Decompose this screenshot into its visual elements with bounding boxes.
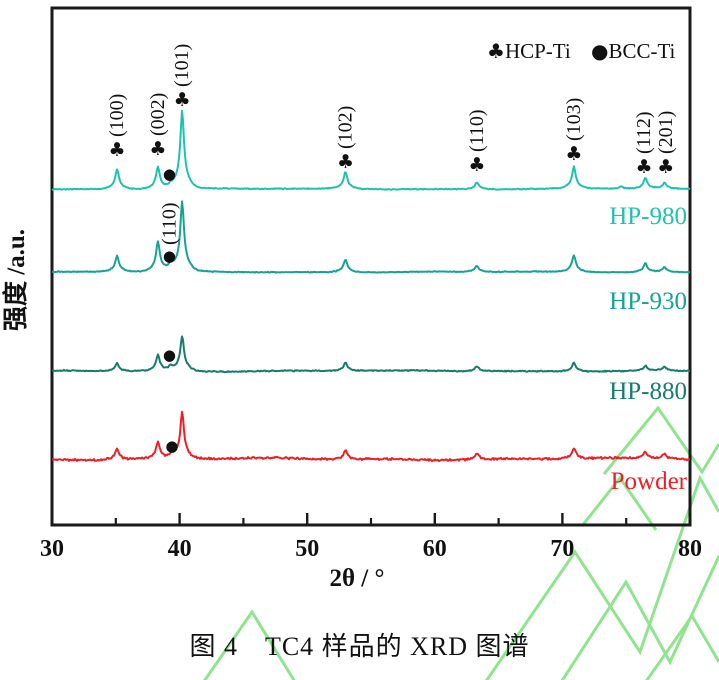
x-axis-tick-label: 80 xyxy=(678,536,702,562)
watermark-line xyxy=(580,475,658,531)
peak-label-101: (101) xyxy=(171,44,193,87)
x-axis-tick-label: 70 xyxy=(550,536,574,562)
peak-label-112: (112) xyxy=(633,111,655,154)
hcp-club-icon: ♣ xyxy=(109,139,126,161)
series-label-hp-930: HP-930 xyxy=(609,288,687,315)
xrd-curve-powder xyxy=(51,410,691,463)
bullet-icon: ● xyxy=(591,39,608,63)
hcp-club-icon: ♣ xyxy=(468,154,485,176)
series-label-hp-880: HP-880 xyxy=(609,378,687,405)
watermark-line xyxy=(645,613,719,680)
figure-caption: 图 4 TC4 样品的 XRD 图谱 xyxy=(189,632,530,661)
legend: ♣HCP-Ti ●BCC-Ti xyxy=(487,39,676,63)
hcp-club-icon: ♣ xyxy=(565,143,582,165)
legend-hcp: ♣HCP-Ti xyxy=(487,39,571,63)
club-icon: ♣ xyxy=(487,39,505,63)
bcc-bullet-icon: ● xyxy=(163,346,176,364)
legend-bcc: ●BCC-Ti xyxy=(591,39,676,63)
peak-labels: ♣(100)♣(002) ♣(101)♣(102)♣(110)♣(103)♣(11… xyxy=(106,44,677,455)
x-axis-tick-label: 40 xyxy=(168,536,192,562)
bcc-bullet-icon: ● xyxy=(163,247,176,265)
peak-label-100: (100) xyxy=(106,94,128,137)
bcc-bullet-icon: ● xyxy=(165,437,178,455)
series-label-hp-980: HP-980 xyxy=(609,203,687,230)
peak-label-201: (201) xyxy=(655,111,677,154)
watermark-line xyxy=(602,405,719,475)
y-axis-title: 强度 /a.u. xyxy=(1,229,30,331)
x-axis-tick-label: 30 xyxy=(40,536,64,562)
watermark-line xyxy=(485,474,719,680)
hcp-club-icon: ♣ xyxy=(149,138,166,160)
series-label-powder: Powder xyxy=(611,468,688,495)
hcp-club-icon: ♣ xyxy=(174,89,191,111)
hcp-club-icon: ♣ xyxy=(657,156,674,178)
watermark-line xyxy=(560,555,719,680)
bcc-bullet-icon: ● xyxy=(163,165,176,183)
bcc-peak-label-110: (110) xyxy=(158,202,180,245)
hcp-club-icon: ♣ xyxy=(636,156,653,178)
watermark-line xyxy=(203,609,296,680)
series-labels: HP-980 HP-930 HP-880 Powder xyxy=(609,203,687,495)
peak-label-110: (110) xyxy=(466,109,488,152)
x-axis-tick-label: 60 xyxy=(423,536,447,562)
x-axis-title: 2θ / ° xyxy=(330,565,385,592)
xrd-curve-hp-980 xyxy=(51,109,691,191)
hcp-club-icon: ♣ xyxy=(337,151,354,173)
x-axis-ticks: 30 40 50 60 70 80 xyxy=(40,513,702,562)
peak-label-103: (103) xyxy=(563,98,585,141)
peak-label-002: (002) xyxy=(147,93,169,136)
x-axis-tick-label: 50 xyxy=(295,536,319,562)
xrd-curve-hp-880 xyxy=(51,335,691,374)
peak-label-102: (102) xyxy=(334,106,356,149)
plot-frame xyxy=(50,6,692,527)
xrd-curve-hp-930 xyxy=(51,200,691,274)
xrd-curves xyxy=(51,109,691,463)
